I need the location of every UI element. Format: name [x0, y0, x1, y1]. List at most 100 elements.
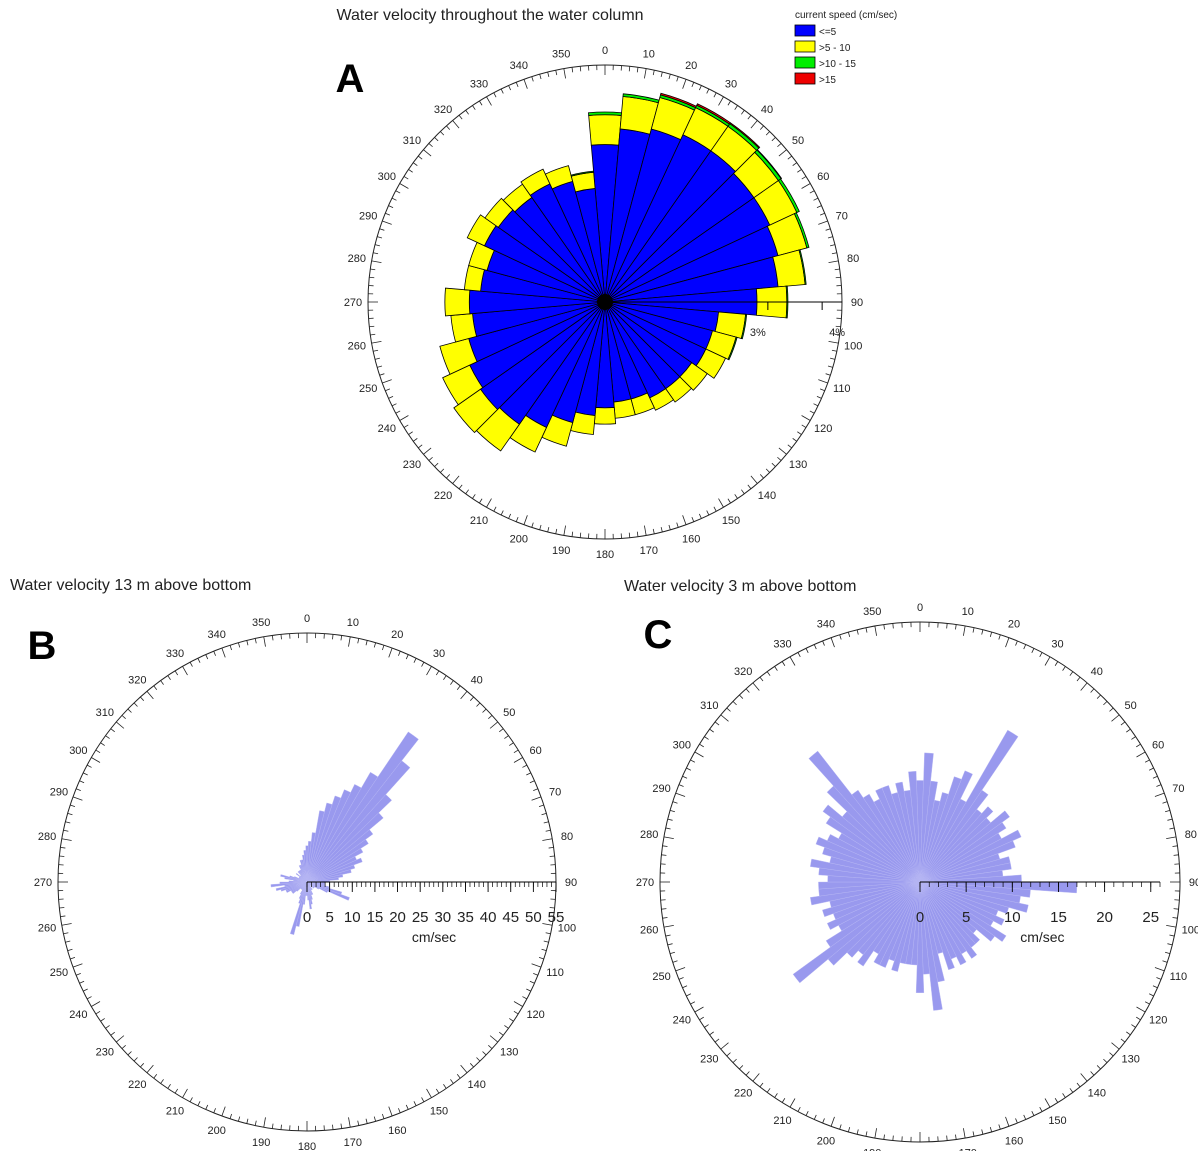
- compass-tick: [399, 415, 409, 421]
- direction-label: 190: [863, 1148, 881, 1151]
- compass-tick: [500, 510, 504, 516]
- compass-tick: [213, 1108, 216, 1114]
- compass-tick: [706, 88, 710, 94]
- compass-tick: [726, 707, 731, 712]
- direction-label: 90: [851, 297, 863, 309]
- compass-tick: [698, 513, 702, 519]
- rose-wedge: [695, 348, 727, 379]
- compass-tick: [115, 1035, 125, 1043]
- direction-label: 110: [546, 967, 564, 979]
- compass-tick: [539, 524, 542, 530]
- compass-tick: [67, 812, 73, 816]
- compass-tick: [237, 1116, 241, 1122]
- compass-tick: [167, 1084, 171, 1089]
- compass-tick: [197, 658, 201, 663]
- compass-tick: [398, 650, 401, 656]
- compass-tick: [963, 1128, 966, 1139]
- compass-tick: [110, 1031, 115, 1036]
- compass-tick: [65, 940, 71, 943]
- compass-tick: [1039, 1106, 1043, 1112]
- compass-tick: [538, 804, 544, 807]
- rose-wedge: [544, 165, 574, 190]
- compass-tick: [834, 333, 840, 336]
- direction-label: 50: [1125, 700, 1137, 712]
- compass-tick: [1169, 934, 1175, 937]
- rose-wedge: [822, 881, 921, 917]
- compass-tick: [734, 494, 738, 499]
- direction-label: 250: [359, 383, 377, 395]
- compass-tick: [271, 635, 274, 641]
- direction-label: 150: [430, 1105, 448, 1117]
- compass-tick: [379, 373, 385, 376]
- compass-tick: [428, 143, 433, 148]
- compass-tick: [1136, 1006, 1146, 1013]
- compass-tick: [443, 675, 447, 680]
- rose-wedge: [306, 794, 392, 883]
- compass-tick: [750, 475, 758, 484]
- direction-label: 70: [836, 211, 848, 223]
- rose-wedge: [895, 781, 921, 883]
- compass-tick: [787, 444, 793, 449]
- compass-tick: [847, 1127, 851, 1133]
- compass-tick: [714, 1038, 720, 1043]
- compass-tick: [765, 131, 770, 136]
- legend-label: >15: [819, 75, 836, 86]
- compass-tick: [395, 410, 401, 414]
- rose-wedge: [570, 170, 595, 177]
- compass-tick: [720, 1042, 729, 1050]
- direction-label: 200: [510, 534, 528, 546]
- compass-tick: [373, 1116, 377, 1122]
- compass-tick: [59, 855, 65, 857]
- direction-label: 270: [636, 877, 654, 889]
- compass-tick: [229, 1113, 232, 1119]
- compass-tick: [83, 772, 88, 776]
- direction-label: 290: [359, 211, 377, 223]
- compass-tick: [127, 1051, 132, 1056]
- compass-tick: [121, 1044, 126, 1049]
- radial-tick-label: 3%: [750, 327, 766, 339]
- compass-tick: [435, 670, 440, 676]
- compass-tick: [370, 333, 376, 336]
- compass-tick: [1136, 743, 1141, 748]
- compass-tick: [515, 82, 519, 88]
- compass-tick: [541, 948, 547, 952]
- rose-wedge: [862, 793, 921, 883]
- compass-tick: [435, 1088, 440, 1094]
- compass-tick: [542, 923, 553, 926]
- compass-tick: [998, 1124, 1001, 1130]
- compass-tick: [813, 1114, 817, 1120]
- direction-label: 160: [1005, 1135, 1023, 1147]
- direction-label: 180: [298, 1141, 316, 1151]
- compass-tick: [718, 96, 724, 106]
- rose-wedge: [306, 839, 369, 883]
- compass-tick: [539, 74, 542, 80]
- compass-tick: [526, 988, 531, 992]
- direction-label: 350: [552, 49, 570, 61]
- radial-tick-label: 55: [548, 909, 565, 926]
- compass-tick: [644, 68, 647, 79]
- rose-wedge: [798, 249, 807, 285]
- compass-tick: [446, 474, 451, 479]
- compass-tick: [727, 100, 731, 106]
- compass-tick: [399, 183, 409, 189]
- compass-tick: [686, 767, 691, 771]
- compass-tick: [675, 967, 686, 972]
- compass-tick: [828, 260, 839, 263]
- direction-label: 40: [1091, 666, 1103, 678]
- compass-tick: [543, 821, 549, 824]
- compass-tick: [332, 1124, 334, 1130]
- rose-wedge: [818, 881, 921, 890]
- compass-tick: [809, 410, 815, 414]
- compass-tick: [690, 1001, 696, 1005]
- compass-tick: [665, 827, 671, 830]
- direction-label: 260: [38, 923, 56, 935]
- compass-tick: [205, 654, 209, 660]
- radial-tick-label: 50: [525, 909, 542, 926]
- compass-tick: [1167, 818, 1173, 821]
- compass-tick: [699, 743, 704, 748]
- compass-tick: [874, 625, 877, 636]
- compass-tick: [388, 205, 394, 209]
- rose-chart-b-panel-label: B: [28, 624, 57, 668]
- direction-label: 10: [347, 617, 359, 629]
